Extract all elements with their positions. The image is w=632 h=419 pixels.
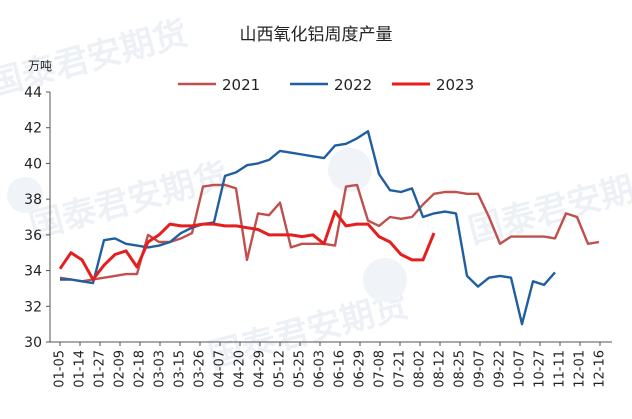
watermark-logo: 国泰君安期货 国泰君安期货 国泰君安期 国泰君安期货 xyxy=(0,13,632,376)
series-line-2023 xyxy=(58,210,436,281)
legend-label-2022: 2022 xyxy=(334,76,372,94)
x-tick-label: 11-11 xyxy=(553,350,568,388)
svg-text:国泰君安期: 国泰君安期 xyxy=(464,169,632,252)
x-tick-label: 08-02 xyxy=(413,350,428,388)
x-tick-label: 04-20 xyxy=(233,350,248,388)
y-axis: 30 32 34 36 38 40 42 44 xyxy=(24,85,51,351)
x-tick-label: 04-29 xyxy=(253,350,268,388)
x-tick-label: 07-08 xyxy=(373,350,388,388)
x-tick-label: 06-03 xyxy=(313,350,328,388)
y-tick-label: 32 xyxy=(24,299,42,315)
x-tick-label: 05-12 xyxy=(273,350,288,388)
x-tick-label: 03-03 xyxy=(153,350,168,388)
x-tick-label: 01-27 xyxy=(93,350,108,388)
x-tick-label: 03-26 xyxy=(193,350,208,388)
y-tick-label: 30 xyxy=(24,335,42,351)
x-tick-label: 07-21 xyxy=(393,350,408,388)
x-tick-label: 09-22 xyxy=(493,350,508,388)
x-tick-label: 06-29 xyxy=(353,350,368,388)
x-tick-label: 04-07 xyxy=(213,350,228,388)
x-tick-label: 01-14 xyxy=(73,350,88,388)
x-tick-label: 12-16 xyxy=(593,350,608,388)
x-tick-label: 03-15 xyxy=(173,350,188,388)
series-line-2021 xyxy=(59,183,600,283)
svg-text:国泰君安期货: 国泰君安期货 xyxy=(25,156,232,247)
y-tick-label: 36 xyxy=(24,228,42,244)
series-lines xyxy=(58,130,600,326)
series-line-2022 xyxy=(60,130,556,326)
legend-label-2023: 2023 xyxy=(436,76,474,94)
chart-title: 山西氧化铝周度产量 xyxy=(240,25,393,45)
x-axis: 01-05 01-14 01-27 02-09 02-18 03-03 03-15 03-26… xyxy=(50,341,612,388)
x-tick-label: 05-25 xyxy=(293,350,308,388)
x-tick-label: 08-12 xyxy=(433,350,448,388)
y-tick-label: 34 xyxy=(24,264,42,280)
y-tick-label: 44 xyxy=(24,85,42,101)
unit-label: 万吨 xyxy=(28,59,52,73)
legend-label-2021: 2021 xyxy=(222,76,260,94)
x-tick-label: 10-07 xyxy=(513,350,528,388)
y-tick-label: 38 xyxy=(24,192,42,208)
x-tick-label: 08-25 xyxy=(453,350,468,388)
x-tick-label: 12-01 xyxy=(573,350,588,388)
x-tick-label: 09-07 xyxy=(473,350,488,388)
y-tick-label: 42 xyxy=(24,121,42,137)
x-tick-label: 02-09 xyxy=(113,350,128,388)
x-tick-label: 06-16 xyxy=(333,350,348,388)
y-tick-label: 40 xyxy=(24,156,42,172)
legend: 2021 2022 2023 xyxy=(178,76,474,94)
x-tick-label: 01-05 xyxy=(53,350,68,388)
x-tick-label: 10-27 xyxy=(533,350,548,388)
x-tick-label: 02-18 xyxy=(133,350,148,388)
